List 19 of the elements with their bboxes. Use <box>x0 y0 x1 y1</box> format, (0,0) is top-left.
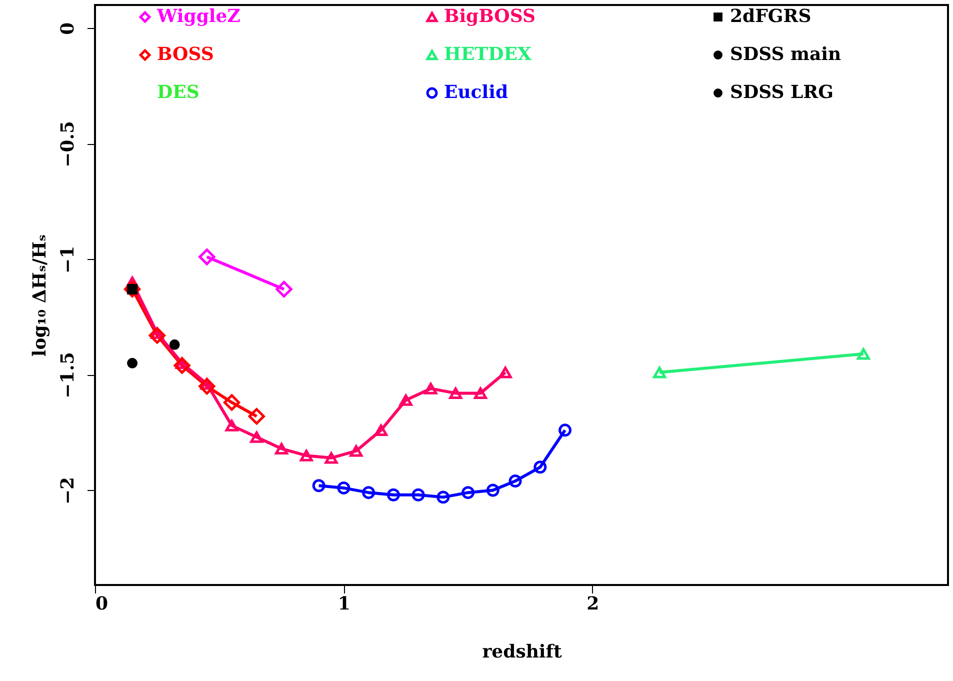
x-tick-label: 0 <box>96 594 108 614</box>
x-tick-label: 2 <box>586 594 600 614</box>
legend-label: WiggleZ <box>156 6 240 27</box>
legend-label: BigBOSS <box>444 6 536 27</box>
y-tick-label: −0.5 <box>58 120 78 168</box>
legend-label: DES <box>157 82 200 103</box>
x-axis-title: redshift <box>482 642 563 662</box>
legend-label: SDSS LRG <box>730 82 834 103</box>
y-tick-label: −1.5 <box>58 352 78 398</box>
legend-label: SDSS main <box>730 44 842 65</box>
y-tick-label: −1 <box>58 246 78 274</box>
y-tick-label: −2 <box>58 476 78 505</box>
x-tick-label: 1 <box>338 594 350 614</box>
legend-label: Euclid <box>444 82 508 103</box>
legend-label: BOSS <box>157 44 214 65</box>
legend-label: 2dFGRS <box>730 6 812 27</box>
y-axis-title: log₁₀ ΔHₛ/Hₛ <box>30 234 50 357</box>
y-tick-label: 0 <box>58 22 78 35</box>
legend-label: HETDEX <box>444 44 532 65</box>
